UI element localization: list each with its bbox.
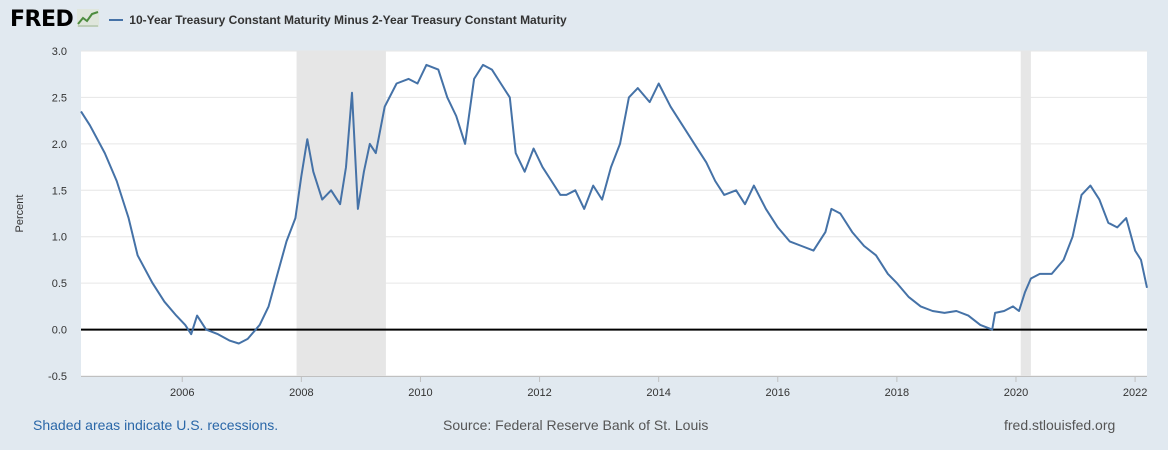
x-tick-label: 2018 [885, 387, 909, 399]
site-link[interactable]: fred.stlouisfed.org [1004, 417, 1116, 433]
legend-label: 10-Year Treasury Constant Maturity Minus… [129, 13, 567, 27]
chart-area[interactable]: -0.5 0.0 0.5 1.0 1.5 2.0 2.5 3.0 2006 2008 2010 201… [0, 40, 1168, 410]
chart-footer: Shaded areas indicate U.S. recessions. S… [0, 414, 1168, 436]
x-tick-label: 2020 [1004, 387, 1028, 399]
recession-note: Shaded areas indicate U.S. recessions. [33, 417, 279, 433]
x-tick-label: 2006 [170, 387, 194, 399]
line-chart[interactable]: -0.5 0.0 0.5 1.0 1.5 2.0 2.5 3.0 2006 2008 2010 201… [0, 40, 1168, 410]
fred-wordmark: FRED [10, 7, 74, 32]
y-tick-label: 1.5 [52, 185, 67, 197]
source-credit: Source: Federal Reserve Bank of St. Loui… [443, 417, 709, 433]
x-tick-label: 2008 [289, 387, 313, 399]
y-tick-label: 2.0 [52, 139, 67, 151]
chart-line-icon [77, 8, 100, 32]
x-tick-label: 2012 [527, 387, 551, 399]
recession-shade [1020, 51, 1031, 376]
y-tick-label: 0.0 [52, 325, 67, 337]
plot-background [81, 51, 1147, 376]
fred-logo[interactable]: FRED [10, 7, 100, 32]
x-tick-label: 2016 [766, 387, 790, 399]
chart-header: FRED 10-Year Treasury Constant Maturity … [10, 6, 567, 34]
y-axis-label: Percent [14, 195, 26, 233]
x-tick-label: 2014 [646, 387, 670, 399]
series-line[interactable] [80, 63, 1148, 345]
x-tick-label: 2010 [408, 387, 432, 399]
line-swatch-icon [109, 19, 124, 21]
y-tick-label: 1.0 [52, 232, 67, 244]
y-tick-label: -0.5 [48, 371, 67, 383]
y-tick-label: 3.0 [52, 46, 67, 58]
recession-shade [296, 51, 386, 376]
y-tick-label: 0.5 [52, 278, 67, 290]
x-tick-label: 2022 [1123, 387, 1147, 399]
legend[interactable]: 10-Year Treasury Constant Maturity Minus… [109, 13, 567, 27]
y-tick-label: 2.5 [52, 92, 67, 104]
